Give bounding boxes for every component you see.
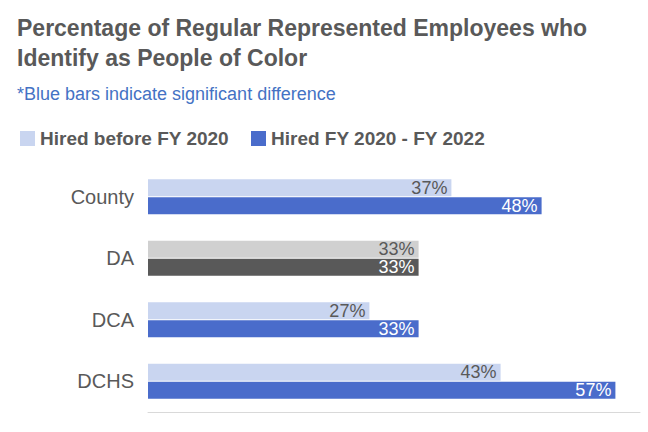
- svg-text:DCHS: DCHS: [77, 370, 134, 392]
- svg-text:27%: 27%: [329, 301, 365, 321]
- svg-text:*Blue bars indicate significan: *Blue bars indicate significant differen…: [17, 84, 336, 104]
- svg-text:DA: DA: [106, 247, 134, 269]
- svg-text:48%: 48%: [502, 196, 538, 216]
- svg-text:33%: 33%: [379, 319, 415, 339]
- svg-text:33%: 33%: [379, 239, 415, 259]
- svg-text:Hired FY 2020 - FY 2022: Hired FY 2020 - FY 2022: [271, 128, 485, 149]
- svg-text:43%: 43%: [461, 362, 497, 382]
- svg-text:DCA: DCA: [92, 309, 135, 331]
- svg-text:County: County: [71, 186, 134, 208]
- svg-text:33%: 33%: [379, 257, 415, 277]
- svg-text:37%: 37%: [411, 178, 447, 198]
- svg-text:Percentage of Regular Represen: Percentage of Regular Represented Employ…: [17, 15, 593, 41]
- svg-text:Hired before FY 2020: Hired before FY 2020: [40, 128, 229, 149]
- svg-text:57%: 57%: [575, 380, 611, 400]
- svg-text:Identify as People of Color: Identify as People of Color: [17, 45, 307, 71]
